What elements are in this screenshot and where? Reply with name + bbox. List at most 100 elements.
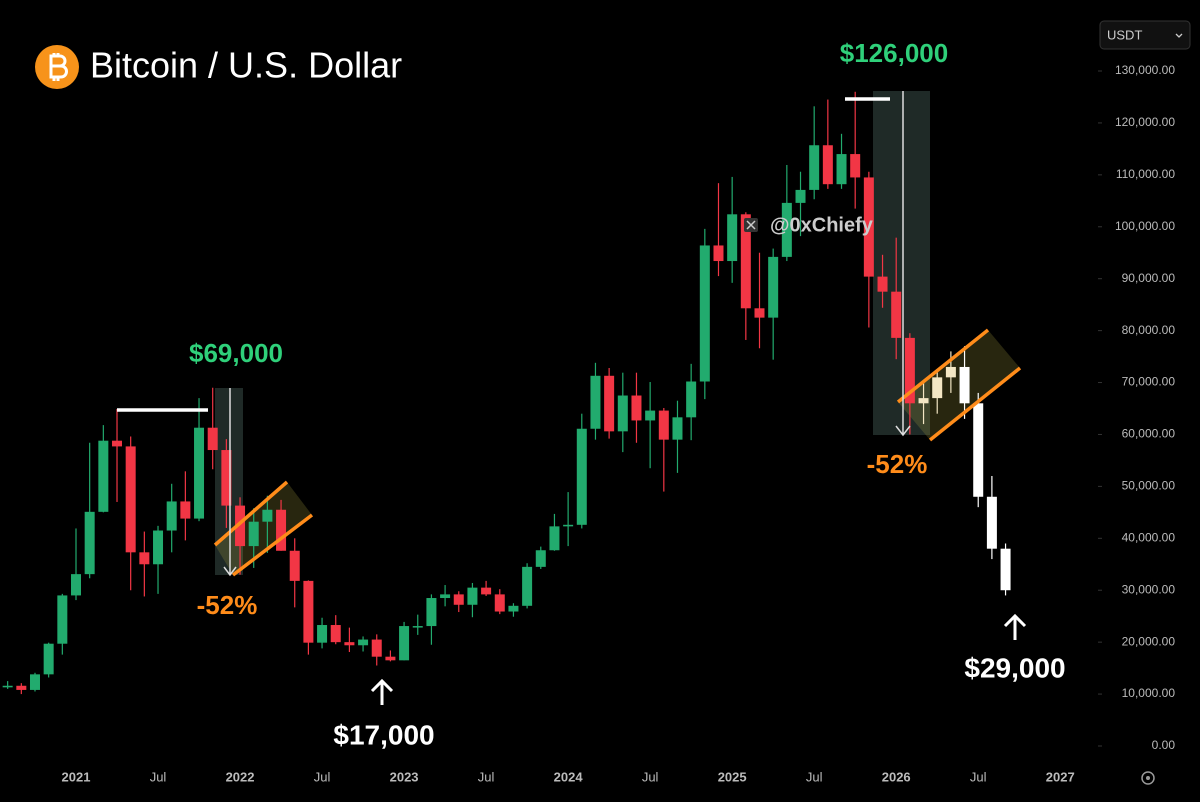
- candle-body: [358, 639, 369, 646]
- candle-body: [2, 685, 13, 688]
- candle-body: [180, 501, 191, 519]
- candle-body: [43, 643, 54, 675]
- drawings-top: [117, 91, 1027, 705]
- candle-body: [467, 587, 478, 605]
- settings-icon[interactable]: [1141, 771, 1155, 785]
- candle-body: [809, 145, 820, 190]
- chart-title: Bitcoin / U.S. Dollar: [90, 45, 402, 86]
- candles: [2, 91, 1011, 695]
- x-tick-label: 2023: [390, 769, 419, 784]
- candle-body: [863, 177, 874, 277]
- annotation: -52%: [197, 590, 258, 620]
- candle-body: [563, 524, 574, 527]
- candle-body: [918, 398, 929, 404]
- candle-body: [399, 626, 410, 661]
- candle-body: [276, 509, 287, 551]
- y-tick-label: 10,000.00: [1122, 686, 1176, 700]
- candle-body: [904, 337, 915, 404]
- candle-body: [112, 440, 123, 447]
- candle-body: [71, 574, 81, 596]
- candle-body: [29, 674, 40, 690]
- annotation: $17,000: [333, 719, 434, 750]
- candle-body: [822, 145, 833, 185]
- candle-body: [289, 550, 300, 581]
- annotation: -52%: [867, 449, 928, 479]
- y-tick-label: 0.00: [1152, 738, 1176, 752]
- candle-body: [166, 501, 177, 531]
- candle-body: [440, 594, 451, 599]
- channel-fill: [898, 330, 1020, 440]
- candle-body: [658, 410, 669, 440]
- candle-body: [631, 395, 642, 421]
- currency-label[interactable]: USDT: [1107, 27, 1142, 42]
- bitcoin-glyph: [49, 53, 68, 81]
- x-tick-label: Jul: [478, 769, 495, 784]
- annotation: @0xChiefy: [770, 214, 874, 236]
- candle-body: [754, 308, 765, 318]
- x-tick-label: 2027: [1046, 769, 1075, 784]
- candle-body: [768, 256, 779, 318]
- candle-body: [481, 587, 492, 595]
- annotation: $126,000: [840, 38, 948, 68]
- dropdown-caret[interactable]: [1175, 33, 1183, 38]
- currency-dropdown[interactable]: [1099, 20, 1191, 50]
- candle-body: [412, 626, 423, 628]
- measure-arrow: [895, 91, 911, 437]
- x-tick-label: 2022: [226, 769, 255, 784]
- candle-body: [426, 598, 437, 627]
- candle-body: [385, 656, 396, 661]
- candle-body: [686, 381, 697, 418]
- candle-body: [125, 446, 136, 553]
- y-tick-label: 120,000.00: [1115, 115, 1175, 129]
- candle-body: [194, 427, 205, 519]
- up-arrow: [370, 678, 394, 705]
- x-tick-label: Jul: [314, 769, 331, 784]
- x-logo-glyph: [746, 220, 756, 230]
- y-tick-label: 90,000.00: [1122, 271, 1176, 285]
- candle-body: [508, 605, 519, 612]
- y-tick-label: 20,000.00: [1122, 634, 1176, 648]
- candle-body: [549, 526, 560, 551]
- candle-body: [795, 189, 806, 203]
- candle-body: [221, 450, 232, 506]
- candle-body: [535, 550, 546, 567]
- y-tick-label: 100,000.00: [1115, 219, 1175, 233]
- candle-body: [740, 214, 751, 309]
- channel-line: [896, 328, 990, 404]
- candle-body: [453, 594, 464, 605]
- candle-body: [932, 377, 943, 399]
- candle-body: [891, 291, 902, 338]
- candle-body: [262, 509, 273, 522]
- candle-body: [139, 552, 150, 565]
- settings-icon-center[interactable]: [1146, 776, 1150, 780]
- x-tick-label: Jul: [970, 769, 987, 784]
- candle-body: [303, 580, 314, 643]
- candle-body: [945, 366, 956, 378]
- x-tick-label: 2024: [554, 769, 584, 784]
- x-tick-label: 2025: [718, 769, 747, 784]
- candle-body: [494, 594, 505, 612]
- y-tick-label: 40,000.00: [1122, 530, 1176, 544]
- candle-body: [590, 375, 601, 429]
- candle-body: [850, 154, 861, 178]
- candle-body: [699, 245, 710, 382]
- candle-body: [330, 625, 341, 643]
- candle-body: [98, 440, 109, 512]
- y-tick-label: 80,000.00: [1122, 323, 1176, 337]
- candle-body: [235, 505, 246, 547]
- candle-body: [604, 375, 615, 432]
- x-tick-label: Jul: [806, 769, 823, 784]
- channel-line: [231, 513, 314, 577]
- y-tick-label: 50,000.00: [1122, 479, 1176, 493]
- candle-body: [371, 639, 382, 657]
- candle-body: [877, 276, 888, 292]
- up-arrow: [1003, 613, 1027, 640]
- x-tick-label: Jul: [642, 769, 659, 784]
- candle-body: [986, 496, 997, 549]
- annotation: $29,000: [964, 652, 1065, 683]
- candle-body: [57, 595, 68, 644]
- candle-body: [1000, 548, 1011, 591]
- candle-body: [973, 403, 984, 497]
- candle-body: [84, 511, 95, 575]
